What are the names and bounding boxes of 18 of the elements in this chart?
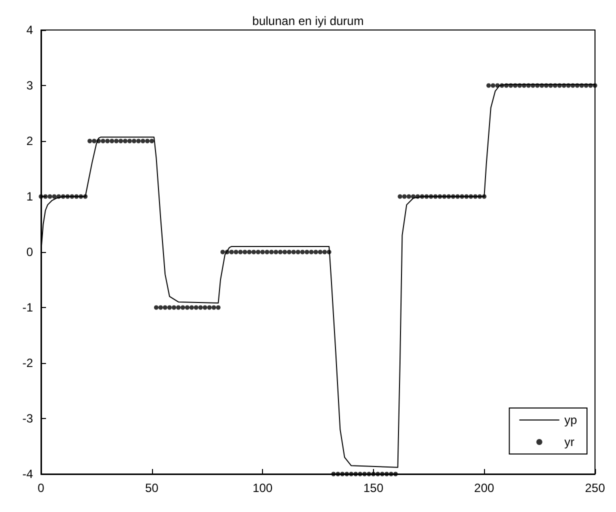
y-tick-label: -3 [22,412,34,426]
y-tick-label: 3 [26,78,34,92]
x-tick-label: 50 [145,481,159,495]
legend-label: yp [564,413,578,427]
y-tick-label: 4 [26,23,34,37]
y-tick-label: -1 [22,300,34,314]
y-tick-label: 2 [26,134,34,148]
y-tick-label: -4 [22,467,34,481]
y-tick-label: 0 [26,245,34,259]
x-tick-label: 150 [363,481,384,495]
x-tick-label: 250 [584,481,606,495]
y-tick-label: -2 [22,356,34,370]
chart-title: bulunan en iyi durum [252,14,364,28]
y-tick-label: 1 [26,190,34,204]
x-tick-label: 0 [38,481,45,495]
legend-label: yr [564,435,574,449]
x-tick-label: 100 [252,481,273,495]
x-tick-label: 200 [474,481,495,495]
